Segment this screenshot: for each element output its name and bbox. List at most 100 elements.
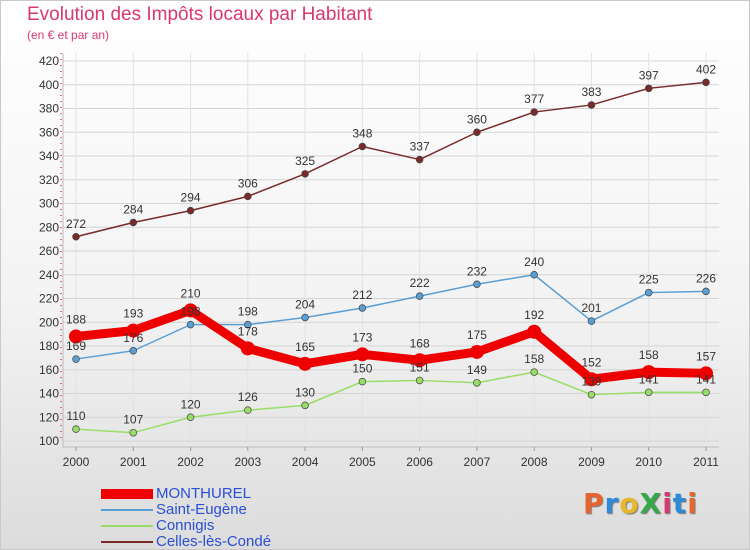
- y-tick-label: 200: [39, 315, 59, 329]
- data-label: 212: [352, 288, 372, 302]
- data-point: [530, 368, 538, 376]
- data-point: [641, 365, 656, 380]
- data-point: [415, 155, 424, 164]
- legend-swatch: [101, 541, 153, 543]
- data-point: [72, 425, 80, 433]
- y-tick-label: 100: [39, 434, 59, 448]
- data-point: [473, 280, 481, 289]
- series-line: [75, 81, 707, 238]
- data-label: 165: [295, 340, 315, 354]
- legend-swatch: [101, 525, 153, 527]
- data-point: [129, 428, 138, 437]
- series-line: [75, 274, 707, 360]
- data-point: [301, 401, 309, 410]
- data-point: [473, 128, 481, 136]
- y-tick-label: 180: [39, 339, 59, 353]
- data-label: 169: [66, 339, 86, 353]
- data-point: [415, 292, 424, 300]
- legend-swatch: [101, 509, 153, 511]
- legend-item-connigis[interactable]: Connigis: [101, 518, 214, 534]
- data-label: 222: [410, 276, 430, 290]
- data-point: [244, 406, 252, 414]
- y-tick-label: 340: [39, 149, 59, 163]
- data-label: 383: [581, 85, 601, 99]
- data-point: [298, 356, 313, 371]
- chart-subtitle: (en € et par an): [27, 28, 110, 42]
- x-tick-label: 2001: [120, 455, 147, 469]
- y-tick-label: 240: [39, 268, 59, 282]
- legend-item-celles-les-conde[interactable]: Celles-lès-Condé: [101, 533, 272, 550]
- y-tick-label: 120: [39, 410, 59, 424]
- legend-label: MONTHUREL: [156, 485, 252, 502]
- logo-letter: i: [662, 487, 673, 520]
- data-label: 157: [696, 349, 716, 363]
- data-point: [240, 341, 255, 356]
- logo-letter: r: [604, 487, 620, 520]
- legend-label: Celles-lès-Condé: [156, 533, 272, 550]
- legend-item-saint-eugene[interactable]: Saint-Eugène: [101, 502, 247, 518]
- chart-title: Evolution des Impôts locaux par Habitant: [27, 4, 373, 25]
- data-label: 158: [524, 352, 544, 366]
- y-tick-label: 320: [39, 173, 59, 187]
- data-label: 151: [410, 360, 430, 374]
- data-point: [72, 355, 80, 363]
- legend-label: Connigis: [156, 517, 215, 534]
- data-point: [644, 84, 653, 93]
- x-tick-label: 2011: [693, 455, 719, 469]
- data-point: [412, 353, 427, 368]
- data-label: 158: [639, 348, 659, 362]
- data-label: 272: [66, 217, 86, 231]
- data-label: 139: [581, 375, 601, 389]
- logo-letter: o: [619, 487, 640, 520]
- x-tick-label: 2004: [292, 455, 319, 469]
- data-point: [183, 303, 198, 318]
- data-label: 226: [696, 271, 716, 285]
- data-point: [702, 287, 710, 296]
- data-label: 232: [467, 264, 487, 278]
- data-label: 204: [295, 298, 315, 312]
- data-label: 402: [696, 62, 716, 76]
- data-point: [702, 78, 710, 87]
- y-tick-label: 220: [39, 292, 59, 306]
- data-label: 240: [524, 255, 544, 269]
- data-label: 348: [352, 127, 372, 141]
- logo-letter: i: [687, 487, 698, 520]
- data-point: [469, 344, 484, 359]
- y-tick-label: 160: [39, 363, 59, 377]
- y-tick-label: 140: [39, 387, 59, 401]
- data-label: 193: [123, 307, 143, 321]
- data-point: [301, 170, 309, 178]
- data-point: [473, 379, 481, 387]
- data-point: [129, 347, 138, 355]
- y-tick-label: 300: [39, 197, 59, 211]
- x-tick-label: 2003: [234, 455, 261, 469]
- data-label: 149: [467, 363, 487, 377]
- data-label: 176: [123, 331, 143, 345]
- y-tick-label: 400: [39, 78, 59, 92]
- data-label: 152: [581, 355, 601, 369]
- data-point: [587, 317, 596, 325]
- x-tick-label: 2000: [63, 455, 90, 469]
- data-point: [702, 388, 710, 397]
- y-tick-label: 360: [39, 125, 59, 139]
- data-label: 178: [238, 324, 258, 338]
- data-label: 120: [181, 397, 201, 411]
- logo-letter: P: [583, 487, 605, 520]
- legend-item-monthurel[interactable]: MONTHUREL: [101, 486, 251, 502]
- data-point: [186, 206, 195, 215]
- data-label: 306: [238, 176, 258, 190]
- y-tick-label: 280: [39, 220, 59, 234]
- data-point: [699, 366, 713, 381]
- data-point: [644, 288, 653, 297]
- data-label: 201: [581, 301, 601, 315]
- data-label: 141: [639, 372, 659, 386]
- data-point: [644, 388, 653, 397]
- data-label: 192: [524, 308, 544, 322]
- data-point: [587, 390, 596, 399]
- data-label: 107: [123, 413, 143, 427]
- data-label: 360: [467, 112, 487, 126]
- proxiti-logo: ProXiti: [583, 487, 698, 520]
- data-label: 210: [181, 286, 201, 300]
